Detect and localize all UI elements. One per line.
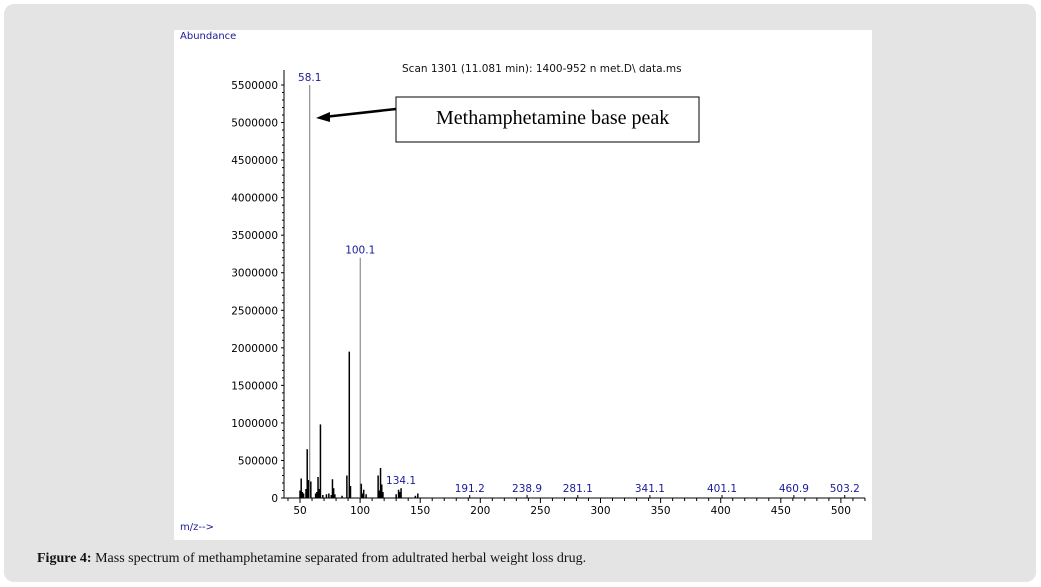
- peak-label: 281.1: [563, 483, 593, 495]
- mass-spectrum-plot: Abundance Scan 1301 (11.081 min): 1400-9…: [174, 30, 872, 540]
- annotation-box: [395, 96, 700, 143]
- y-tick-label: 5500000: [231, 80, 278, 92]
- annotation: Methamphetamine base peak: [316, 96, 700, 143]
- y-tick-label: 2500000: [231, 305, 278, 317]
- annotation-arrow-line: [323, 107, 397, 119]
- x-tick-label: 350: [651, 505, 671, 517]
- arrow-head-icon: [316, 112, 330, 122]
- chart-svg: Abundance Scan 1301 (11.081 min): 1400-9…: [180, 31, 866, 533]
- y-axis-label: Abundance: [180, 31, 236, 42]
- caption-text: Mass spectrum of methamphetamine separat…: [91, 551, 587, 566]
- x-tick-label: 400: [711, 505, 731, 517]
- caption-label: Figure 4:: [37, 551, 92, 566]
- figure-caption: Figure 4: Mass spectrum of methamphetami…: [37, 551, 586, 567]
- figure-panel: Abundance Scan 1301 (11.081 min): 1400-9…: [4, 4, 1036, 582]
- peak-label: 460.9: [779, 483, 809, 495]
- y-tick-label: 0: [271, 493, 278, 505]
- x-tick-label: 100: [350, 505, 370, 517]
- peak-label: 341.1: [635, 483, 665, 495]
- y-tick-label: 4000000: [231, 193, 278, 205]
- x-tick-label: 500: [831, 505, 851, 517]
- y-tick-label: 5000000: [231, 118, 278, 130]
- annotation-text: Methamphetamine base peak: [436, 107, 669, 129]
- y-tick-label: 3000000: [231, 268, 278, 280]
- peak-label: 401.1: [707, 483, 737, 495]
- y-tick-label: 1000000: [231, 418, 278, 430]
- x-tick-label: 250: [530, 505, 550, 517]
- x-tick-label: 450: [771, 505, 791, 517]
- peak-label: 238.9: [512, 483, 542, 495]
- x-tick-label: 150: [410, 505, 430, 517]
- x-axis-label: m/z-->: [180, 522, 214, 533]
- y-tick-label: 1500000: [231, 380, 278, 392]
- x-tick-label: 200: [470, 505, 490, 517]
- y-tick-label: 2000000: [231, 343, 278, 355]
- peak-label: 134.1: [386, 475, 416, 487]
- y-tick-label: 3500000: [231, 230, 278, 242]
- x-tick-label: 50: [293, 505, 306, 517]
- x-tick-label: 300: [590, 505, 610, 517]
- peak-label: 100.1: [345, 245, 375, 257]
- peak-label: 503.2: [830, 483, 860, 495]
- chart-title: Scan 1301 (11.081 min): 1400-952 n met.D…: [402, 63, 682, 75]
- y-tick-label: 4500000: [231, 155, 278, 167]
- peak-label: 191.2: [455, 483, 485, 495]
- y-tick-label: 500000: [238, 455, 278, 467]
- peak-label: 58.1: [298, 72, 321, 84]
